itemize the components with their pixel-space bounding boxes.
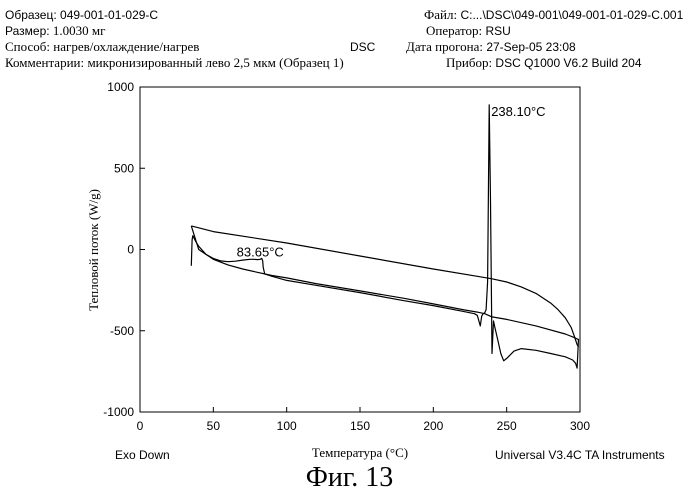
- axis-ticks: 0 50 100 150 200 250 300 1000 500 0 -500 -1000: [103, 80, 590, 433]
- y-tick-label: 500: [114, 161, 134, 175]
- x-tick-label: 300: [570, 419, 590, 433]
- x-tick-label: 100: [277, 419, 297, 433]
- software-label: Universal V3.4C TA Instruments: [495, 448, 665, 462]
- series-layer: [191, 105, 578, 368]
- y-tick-label: 0: [127, 243, 134, 257]
- y-tick-label: -1000: [103, 405, 134, 419]
- series-line-1: [191, 105, 578, 368]
- annotation-layer: 83.65°C 238.10°C: [237, 104, 546, 260]
- x-tick-label: 150: [350, 419, 370, 433]
- y-tick-label: -500: [110, 324, 134, 338]
- y-axis-title: Тепловой поток (W/g): [86, 189, 101, 311]
- series-line-3: [191, 226, 578, 340]
- x-tick-label: 0: [137, 419, 144, 433]
- figure-caption: Фиг. 13: [0, 462, 699, 494]
- x-axis-title: Температура (°C): [312, 445, 408, 460]
- exo-down-label: Exo Down: [115, 448, 170, 462]
- peak-annotation: 83.65°C: [237, 244, 284, 259]
- peak-annotation: 238.10°C: [491, 104, 545, 119]
- dsc-chart: 0 50 100 150 200 250 300 1000 500 0 -500 -1000 83.6…: [0, 0, 699, 460]
- y-tick-label: 1000: [107, 80, 134, 94]
- x-tick-label: 250: [497, 419, 517, 433]
- plot-frame: [140, 87, 580, 412]
- x-tick-label: 200: [423, 419, 443, 433]
- x-tick-label: 50: [207, 419, 221, 433]
